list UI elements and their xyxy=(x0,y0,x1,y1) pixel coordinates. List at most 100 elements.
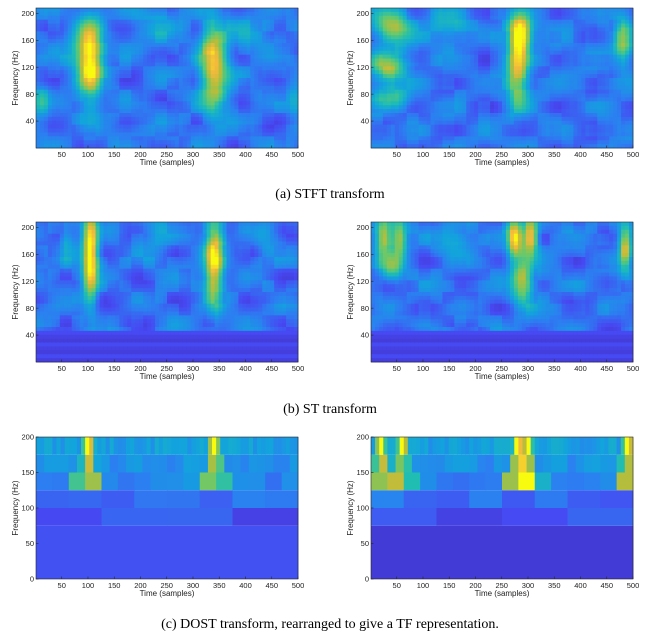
heatmap-cell xyxy=(430,132,435,137)
heatmap-cell xyxy=(593,144,598,149)
heatmap-cell xyxy=(462,66,467,71)
heatmap-cell xyxy=(549,93,555,98)
heatmap-cell xyxy=(182,15,188,21)
heatmap-cell xyxy=(36,342,41,347)
heatmap-cell xyxy=(585,116,590,122)
heatmap-cell xyxy=(573,81,578,87)
heatmap-cell xyxy=(79,120,85,126)
heatmap-cell xyxy=(474,35,479,40)
heatmap-cell xyxy=(266,120,271,126)
heatmap-cell xyxy=(39,350,45,355)
heatmap-cell xyxy=(557,39,562,44)
heatmap-cell xyxy=(226,43,231,48)
heatmap-cell xyxy=(382,120,388,126)
heatmap-cell xyxy=(438,105,443,110)
heatmap-cell xyxy=(214,8,220,13)
heatmap-cell xyxy=(573,46,578,52)
heatmap-cell xyxy=(186,81,192,87)
heatmap-cell xyxy=(83,136,89,141)
heatmap-cell xyxy=(609,109,614,114)
heatmap-cell xyxy=(87,109,92,114)
heatmap-cell xyxy=(238,19,243,24)
heatmap-cell xyxy=(422,70,427,75)
y-tick-label: 40 xyxy=(361,117,369,126)
heatmap-cell xyxy=(629,144,634,149)
heatmap-cell xyxy=(246,120,251,126)
heatmap-cell xyxy=(613,31,618,36)
heatmap-cell xyxy=(521,66,527,71)
heatmap-cell xyxy=(577,78,582,83)
heatmap-cell xyxy=(294,27,299,32)
heatmap-cell xyxy=(218,81,223,87)
heatmap-cell xyxy=(490,43,495,48)
heatmap-cell xyxy=(569,66,574,71)
heatmap-cell xyxy=(545,54,551,59)
heatmap-cell xyxy=(234,27,239,32)
heatmap-cell xyxy=(266,46,271,52)
heatmap-cell xyxy=(226,120,231,126)
heatmap-cell xyxy=(446,136,451,141)
heatmap-cell xyxy=(593,109,598,114)
heatmap-cell xyxy=(39,78,45,83)
heatmap-cell xyxy=(434,113,439,118)
heatmap-cell xyxy=(127,128,132,133)
heatmap-cell xyxy=(59,54,65,59)
heatmap-cell xyxy=(625,105,630,110)
heatmap-cell xyxy=(230,19,235,24)
heatmap-cell xyxy=(371,105,376,110)
heatmap-cell xyxy=(406,43,412,48)
heatmap-cell xyxy=(286,128,291,133)
heatmap-cell xyxy=(198,81,204,87)
heatmap-cell xyxy=(151,124,156,129)
heatmap-cell xyxy=(274,113,279,118)
heatmap-cell xyxy=(442,85,447,91)
heatmap-cell xyxy=(549,78,555,83)
heatmap-cell xyxy=(55,120,61,126)
heatmap-cell xyxy=(442,19,447,24)
heatmap-cell xyxy=(147,93,152,98)
heatmap-cell xyxy=(139,66,144,71)
heatmap-cell xyxy=(609,54,614,59)
heatmap-cell xyxy=(505,78,511,83)
heatmap-cell xyxy=(43,253,49,258)
heatmap-cell xyxy=(163,144,168,149)
heatmap-cell xyxy=(557,19,562,24)
heatmap-cell xyxy=(198,136,204,141)
heatmap-cell xyxy=(525,109,531,114)
heatmap-cell xyxy=(498,8,503,13)
heatmap-cell xyxy=(450,54,455,59)
heatmap-cell xyxy=(151,78,156,83)
heatmap-cell xyxy=(442,70,447,75)
heatmap-cell xyxy=(39,330,45,336)
heatmap-cell xyxy=(230,81,235,87)
heatmap-cell xyxy=(374,140,380,145)
heatmap-cell xyxy=(625,50,630,56)
heatmap-cell xyxy=(71,97,77,102)
heatmap-cell xyxy=(75,19,81,24)
heatmap-cell xyxy=(67,74,73,79)
heatmap-cell xyxy=(589,128,594,133)
heatmap-cell xyxy=(561,15,566,21)
heatmap-cell xyxy=(597,105,602,110)
heatmap-cell xyxy=(418,81,424,87)
heatmap-cell xyxy=(525,66,531,71)
heatmap-cell xyxy=(378,46,384,52)
heatmap-cell xyxy=(47,350,53,355)
heatmap-cell xyxy=(414,35,420,40)
heatmap-cell xyxy=(63,109,69,114)
heatmap-cell xyxy=(278,101,283,106)
heatmap-cell xyxy=(286,39,291,44)
heatmap-cell xyxy=(246,81,251,87)
heatmap-cell xyxy=(226,46,231,52)
heatmap-cell xyxy=(545,70,551,75)
heatmap-cell xyxy=(422,89,427,94)
heatmap-cell xyxy=(529,89,535,94)
heatmap-cell xyxy=(494,31,499,36)
heatmap-cell xyxy=(629,113,634,118)
heatmap-cell xyxy=(525,50,531,56)
heatmap-cell xyxy=(593,19,598,24)
heatmap-cell xyxy=(290,54,295,59)
heatmap-cell xyxy=(159,116,164,122)
heatmap-cell xyxy=(569,89,574,94)
heatmap-cell xyxy=(565,74,570,79)
